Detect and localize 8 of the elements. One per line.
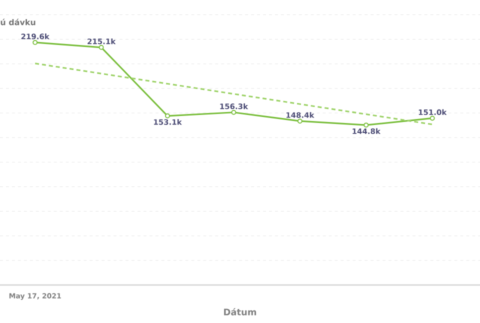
point <box>98 44 104 50</box>
point <box>364 122 369 128</box>
text: Dátum <box>224 308 256 316</box>
point <box>297 118 302 124</box>
point <box>165 113 170 118</box>
point <box>32 40 38 45</box>
point <box>231 110 236 115</box>
point <box>430 116 435 121</box>
